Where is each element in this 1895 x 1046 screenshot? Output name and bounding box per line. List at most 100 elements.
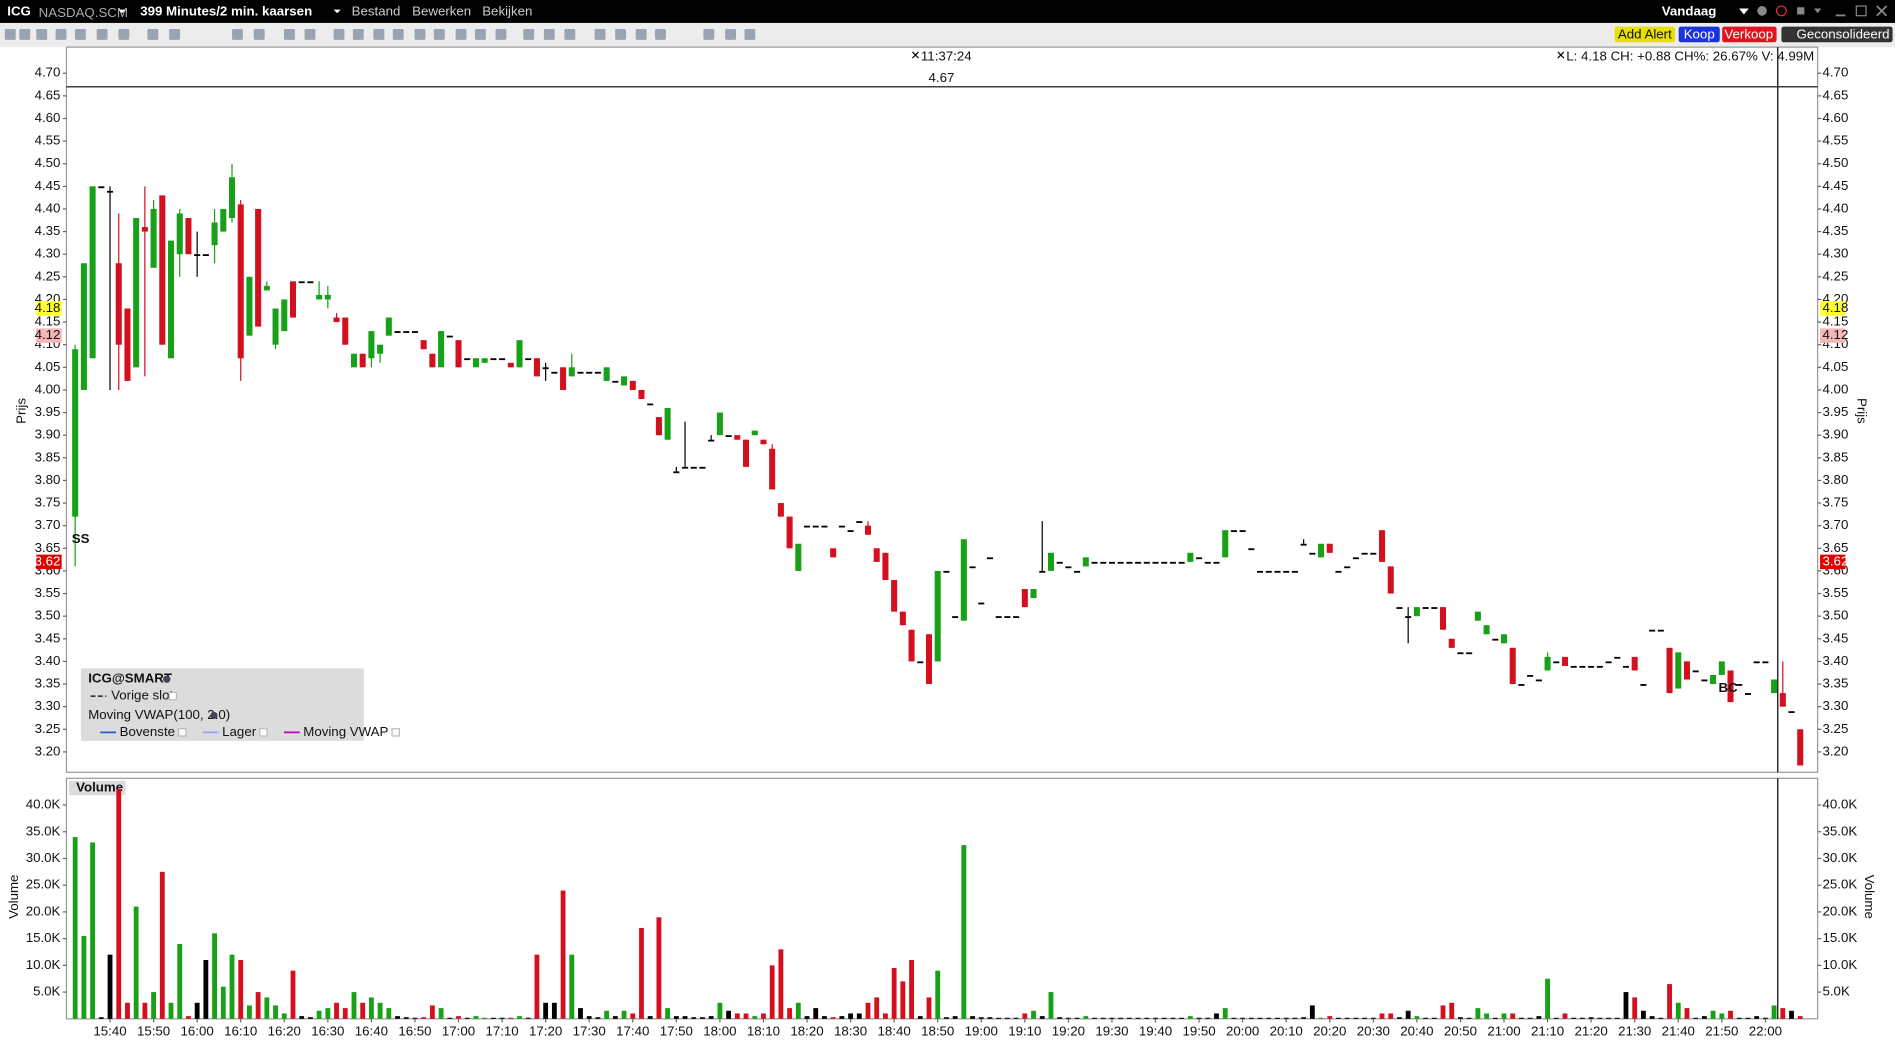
tool-icon[interactable] [655,29,666,40]
candle-body [1405,616,1412,618]
tool-icon[interactable] [304,29,316,40]
close-icon[interactable] [912,51,919,59]
settings-icon[interactable] [163,675,171,683]
tool-icon[interactable] [744,29,756,40]
tool-icon[interactable] [373,29,385,40]
candle-body [1683,661,1690,680]
candle-body [1797,729,1804,766]
x-tick-label: 21:00 [1487,1024,1520,1039]
period[interactable]: 399 Minutes/2 min. kaarsen [140,4,312,19]
tool-icon[interactable] [495,29,507,40]
quote: L: 4.18 CH: +0.88 CH%: 26.67% V: 4.99M [1566,48,1814,63]
tool-icon[interactable] [74,29,86,40]
link-icon[interactable] [1775,5,1787,17]
tool-icon[interactable] [414,29,426,40]
y-tick-label: 3.75 [1822,495,1848,510]
candle-body [1771,679,1778,694]
button-label[interactable]: Koop [1684,27,1715,42]
volume-bar [1240,1017,1246,1019]
tool-icon[interactable] [474,29,486,40]
symbol[interactable]: ICG [7,4,31,19]
candle-body [1718,661,1725,675]
tool-icon[interactable] [564,29,576,40]
buy-button[interactable] [1678,26,1720,43]
candle-body [978,602,985,605]
candle-body [237,204,244,359]
tool-icon[interactable] [232,29,243,40]
x-tick-label: 21:40 [1662,1024,1695,1039]
tool-icon[interactable] [455,29,467,40]
tool-icon[interactable] [118,29,130,40]
volume-bar [734,1013,740,1019]
tool-icon[interactable] [433,29,445,40]
tool-icon[interactable] [615,29,627,40]
volume-bar [1301,1017,1307,1019]
pin-icon[interactable] [1797,7,1805,15]
candle-body [1396,607,1403,609]
tool-icon[interactable] [169,29,181,40]
sell-button[interactable] [1722,26,1777,43]
alert-button[interactable] [1614,26,1676,43]
candle-body [403,331,410,333]
settings-icon[interactable] [1757,6,1767,16]
candle-body [882,552,889,580]
y-axis-title: Prijs [13,398,28,424]
close-icon[interactable] [1557,51,1565,59]
tool-icon[interactable] [333,29,345,40]
tool-icon[interactable] [55,29,67,40]
range[interactable]: Vandaag [1662,4,1717,19]
button-label[interactable]: Add Alert [1618,27,1672,42]
checkbox[interactable] [178,728,187,737]
tool-icon[interactable] [284,29,295,40]
volume-bar [787,1008,793,1019]
candle-body [1631,656,1638,671]
dropdown-icon[interactable] [333,9,341,14]
candle-body [647,403,654,406]
tool-icon[interactable] [703,29,715,40]
tool-icon[interactable] [543,29,555,40]
candle-body [864,525,872,535]
tool-icon[interactable] [4,29,16,40]
candle-body [1692,670,1699,673]
menu-item[interactable]: Bekijken [482,4,532,19]
menu-item[interactable]: Bewerken [412,4,471,19]
tool-icon[interactable] [147,29,159,40]
tool-icon[interactable] [635,29,647,40]
candle-body [856,521,863,523]
candle-body [80,263,87,390]
volume-bar [691,1017,697,1019]
tool-icon[interactable] [19,29,31,40]
tool-icon[interactable] [253,29,265,40]
tool-icon[interactable] [352,29,364,40]
tool-icon[interactable] [96,29,108,40]
dropdown-icon[interactable] [1739,8,1749,15]
tool-icon[interactable] [523,29,535,40]
dropdown-icon[interactable] [118,9,126,14]
maximize[interactable] [1855,5,1867,17]
y-tick-label: 4.50 [1822,155,1848,170]
candle-body [603,367,610,381]
tool-icon[interactable] [725,29,737,40]
candle-body [995,616,1002,618]
tool-icon[interactable] [36,29,48,40]
tool-icon[interactable] [392,29,404,40]
candle-body [716,412,723,436]
checkbox[interactable] [259,728,268,737]
volume-bar [1597,1017,1603,1019]
settings-icon[interactable] [210,711,218,720]
button-label[interactable]: Geconsolideerd [1797,27,1890,42]
candle-body [176,213,183,255]
tool-icon[interactable] [594,29,606,40]
y-tick-label: 30.0K [26,850,61,865]
close[interactable] [1876,5,1888,17]
minimize[interactable] [1835,14,1846,17]
y-tick-label: 10.0K [26,957,61,972]
checkbox[interactable] [391,728,400,737]
volume-bar [1440,1005,1446,1019]
route-button[interactable] [1781,26,1893,43]
button-label[interactable]: Verkoop [1724,27,1773,42]
candle-body [1056,561,1063,564]
menu-item[interactable]: Bestand [352,4,401,19]
checkbox[interactable] [168,691,178,701]
menu-icon[interactable] [1814,8,1822,14]
